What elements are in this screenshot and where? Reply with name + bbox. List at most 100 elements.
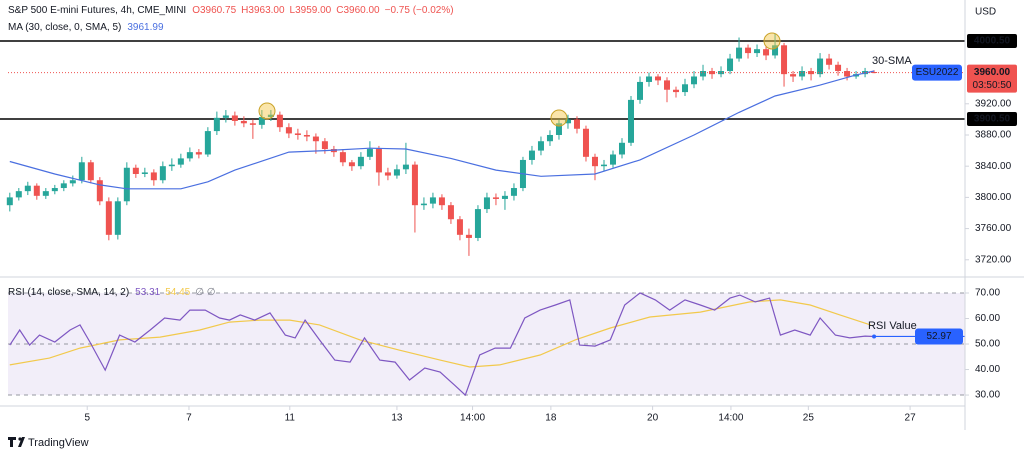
candle-body — [646, 76, 653, 82]
candle-body — [15, 191, 22, 198]
x-tick-label: 18 — [545, 413, 557, 424]
candle-body — [42, 191, 49, 196]
rsi-value-label: 52.97 — [926, 331, 951, 342]
rsi-sma-legend-value: 54.45 — [165, 287, 190, 298]
candle-body — [303, 134, 310, 137]
candle-body — [799, 71, 806, 77]
candle-body — [69, 180, 76, 184]
candle-body — [60, 183, 67, 189]
x-tick-label: 5 — [84, 413, 90, 424]
currency: USD — [975, 7, 996, 18]
candle-body — [447, 205, 454, 220]
candle-body — [267, 114, 274, 118]
candle-body — [123, 167, 130, 202]
ohlc-high: H3963.00 — [241, 5, 285, 16]
candle-body — [709, 71, 716, 75]
candle-body — [781, 45, 788, 75]
candle-body — [240, 120, 247, 124]
candle-body — [411, 164, 418, 206]
logo-shape — [8, 437, 25, 447]
ma-legend: MA (30, close, 0, SMA, 5) 3961.99 — [8, 22, 164, 33]
candle-body — [754, 49, 761, 54]
candle-body — [718, 71, 725, 75]
candle-body — [627, 99, 634, 143]
candle-body — [438, 197, 445, 206]
candle-body — [222, 115, 229, 118]
rsi-legend: RSI (14, close, SMA, 14, 2) 53.31 54.45 ∅ ∅ — [8, 287, 215, 298]
candle-body — [285, 127, 292, 134]
candle-body — [528, 150, 535, 160]
candle-body — [618, 142, 625, 155]
candle-body — [826, 58, 833, 65]
candle-body — [537, 141, 544, 151]
plot-layer — [0, 33, 965, 397]
candle-body — [186, 152, 193, 159]
candle-body — [321, 141, 328, 150]
candle-body — [564, 119, 571, 124]
candle-body — [871, 72, 878, 74]
candle-body — [600, 164, 607, 167]
candle-body — [429, 197, 436, 204]
y-tick-label: 3760.00 — [975, 223, 1012, 234]
branding-logo — [8, 437, 25, 447]
rsi-y-tick-label: 60.00 — [975, 313, 1000, 324]
sma-annotation: 30-SMA — [872, 55, 912, 67]
rsi-y-tick-label: 50.00 — [975, 339, 1000, 350]
rsi-value-box — [915, 328, 963, 345]
y-tick-label: 3880.00 — [975, 130, 1012, 141]
x-tick-label: 27 — [905, 413, 917, 424]
candle-body — [294, 133, 301, 135]
candle-body — [745, 47, 752, 54]
candle-body — [213, 117, 220, 132]
x-tick-label: 11 — [285, 413, 296, 424]
candle-body — [141, 172, 148, 174]
candle-body — [258, 117, 265, 125]
candle-body — [492, 197, 499, 199]
candle-body — [78, 162, 85, 181]
y-tick-label: 3720.00 — [975, 254, 1012, 265]
level-label-box — [967, 33, 1017, 48]
candle-body — [501, 195, 508, 199]
candle-body — [168, 164, 175, 167]
ma-line — [9, 70, 875, 190]
candle-body — [132, 167, 139, 174]
candle-body — [402, 164, 409, 170]
ohlc-open: O3960.75 — [192, 5, 236, 16]
rsi-y-tick-label: 70.00 — [975, 288, 1000, 299]
last-price-box — [967, 64, 1017, 93]
candle-body — [375, 149, 382, 173]
ma-value: 3961.99 — [127, 22, 164, 33]
candle-body — [231, 115, 238, 121]
x-tick-label: 13 — [391, 413, 403, 424]
rsi-y-tick-label: 30.00 — [975, 390, 1000, 401]
ohlc-low: L3959.00 — [290, 5, 332, 16]
candle-body — [420, 203, 427, 206]
level-label: 3900.50 — [974, 114, 1011, 125]
ohlc-close: C3960.00 — [336, 5, 380, 16]
rsi-extra-values: ∅ ∅ — [195, 287, 215, 298]
candle-body — [591, 156, 598, 167]
candle-body — [6, 197, 13, 206]
candle-body — [465, 234, 472, 238]
last-price-label: 3960.00 — [974, 67, 1011, 78]
rsi-band — [8, 293, 965, 396]
candle-body — [582, 128, 589, 157]
candle-body — [682, 84, 689, 93]
candle-body — [33, 185, 40, 196]
candle-body — [357, 156, 364, 167]
candle-body — [483, 197, 490, 210]
branding: TradingView — [28, 437, 89, 449]
symbol-title: S&P 500 E-mini Futures, 4h, CME_MINI — [8, 5, 186, 16]
candle-body — [96, 180, 103, 202]
candle-body — [573, 119, 580, 129]
y-tick-label: 3800.00 — [975, 192, 1012, 203]
y-tick-label: 3920.00 — [975, 98, 1012, 109]
rsi-sma-line — [9, 299, 871, 368]
highlight-circle — [258, 102, 276, 120]
candle-body — [384, 172, 391, 176]
symbol-label: ESU2022 — [916, 67, 959, 78]
candle-body — [808, 71, 815, 75]
candle-body — [772, 45, 779, 56]
symbol-badge — [912, 64, 962, 81]
rsi-annotation: RSI Value — [868, 320, 917, 332]
